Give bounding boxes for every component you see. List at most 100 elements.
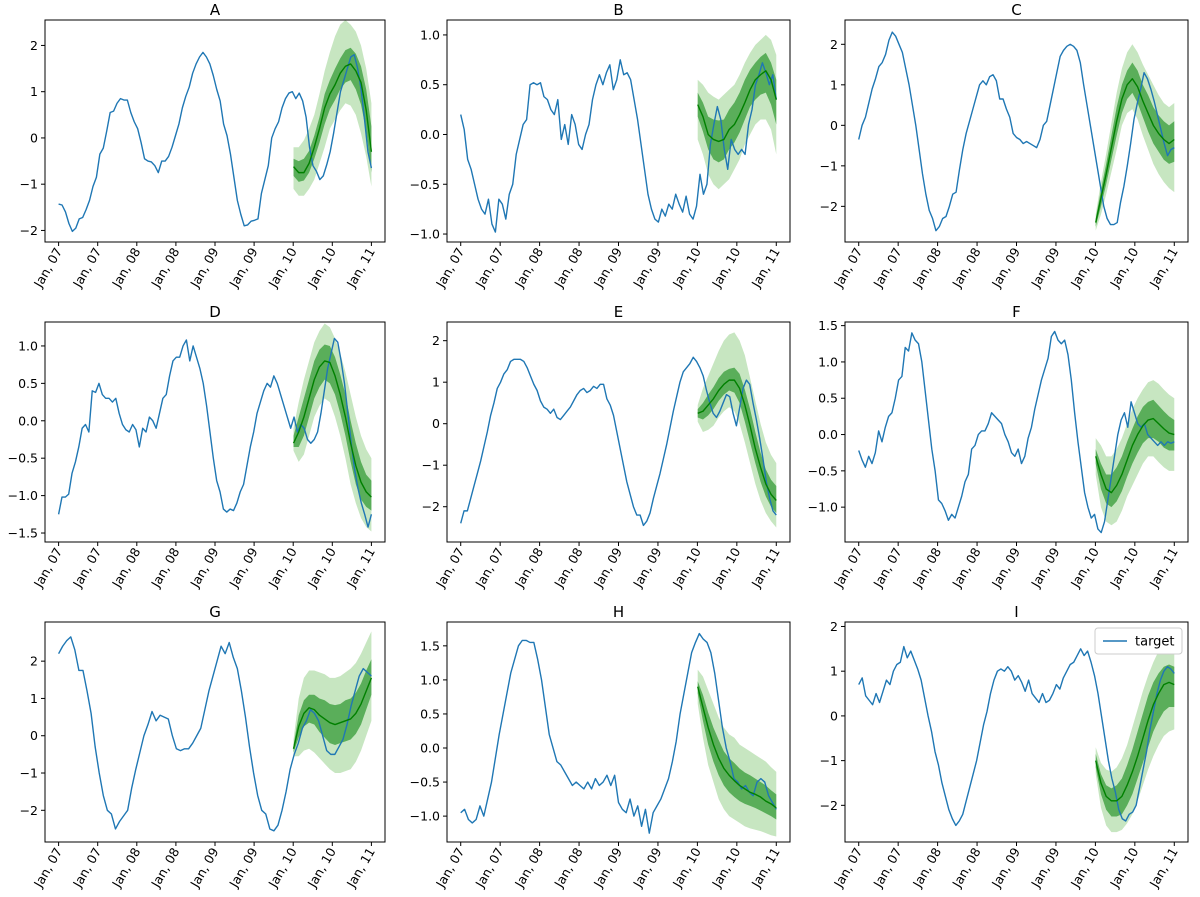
x-tick-label: Jan, 10 xyxy=(1067,845,1102,891)
y-tick-label: 0.0 xyxy=(420,127,440,142)
y-tick-label: 1 xyxy=(30,84,38,99)
y-tick-label: −1 xyxy=(820,158,838,173)
y-tick-label: −0.5 xyxy=(8,451,38,466)
prediction-interval-outer xyxy=(697,332,777,528)
plot-area xyxy=(57,323,373,532)
x-tick-label: Jan, 10 xyxy=(669,545,704,591)
prediction-interval-inner xyxy=(293,659,372,753)
subplot-title: H xyxy=(613,603,624,621)
y-tick-label: 1.0 xyxy=(18,338,38,353)
y-tick-label: −1 xyxy=(820,753,838,768)
x-tick-label: Jan, 11 xyxy=(343,545,378,591)
x-tick-label: Jan, 07 xyxy=(30,545,65,591)
forecast-median-line xyxy=(697,686,777,809)
y-tick-label: −1.0 xyxy=(8,488,38,503)
x-tick-label: Jan, 09 xyxy=(988,245,1023,291)
subplot-title: F xyxy=(1012,303,1021,321)
x-tick-label: Jan, 10 xyxy=(1106,845,1141,891)
subplot-title: E xyxy=(614,303,623,321)
forecast-median-line xyxy=(292,677,373,749)
x-tick-label: Jan, 08 xyxy=(511,245,546,291)
x-tick-label: Jan, 10 xyxy=(708,245,743,291)
x-tick-label: Jan, 09 xyxy=(988,845,1023,891)
y-tick-label: −0.5 xyxy=(410,177,440,192)
y-tick-label: 0.0 xyxy=(818,427,838,442)
forecast-median-line xyxy=(1095,681,1175,802)
plot-area xyxy=(858,330,1175,534)
y-tick-label: 0 xyxy=(830,708,838,723)
y-tick-label: 1 xyxy=(830,77,838,92)
forecast-median-line xyxy=(1095,417,1175,494)
x-tick-label: Jan, 08 xyxy=(108,245,143,291)
x-tick-label: Jan, 08 xyxy=(551,845,586,891)
y-tick-label: 0.0 xyxy=(420,741,440,756)
plot-area xyxy=(460,332,777,528)
x-tick-label: Jan, 09 xyxy=(988,545,1023,591)
y-tick-label: −1 xyxy=(20,177,38,192)
y-tick-label: 2 xyxy=(830,619,838,634)
x-tick-label: Jan, 10 xyxy=(304,845,339,891)
prediction-interval-inner xyxy=(1095,62,1175,227)
y-tick-label: −1.0 xyxy=(410,227,440,242)
target-line xyxy=(460,632,777,834)
y-tick-label: −1.0 xyxy=(808,500,838,515)
plot-area xyxy=(57,631,373,832)
x-tick-label: Jan, 08 xyxy=(949,845,984,891)
x-tick-label: Jan, 08 xyxy=(108,845,143,891)
prediction-interval-inner xyxy=(697,367,777,513)
x-tick-label: Jan, 07 xyxy=(870,545,905,591)
y-tick-label: 0.5 xyxy=(420,77,440,92)
x-tick-label: Jan, 10 xyxy=(1106,245,1141,291)
y-tick-label: 1 xyxy=(30,691,38,706)
x-tick-label: Jan, 08 xyxy=(551,545,586,591)
forecast-median-line xyxy=(292,360,372,498)
target-line xyxy=(858,31,1175,232)
y-tick-label: −2 xyxy=(820,798,838,813)
x-tick-label: Jan, 09 xyxy=(187,845,222,891)
x-tick-label: Jan, 08 xyxy=(511,845,546,891)
x-tick-label: Jan, 07 xyxy=(69,845,104,891)
y-tick-label: −0.5 xyxy=(410,775,440,790)
x-tick-label: Jan, 07 xyxy=(432,845,467,891)
y-tick-label: −2 xyxy=(20,803,38,818)
x-tick-label: Jan, 10 xyxy=(708,545,743,591)
x-tick-label: Jan, 07 xyxy=(830,845,865,891)
y-tick-label: 2 xyxy=(30,654,38,669)
subplot-title: A xyxy=(210,1,221,19)
x-tick-label: Jan, 10 xyxy=(1067,545,1102,591)
x-tick-label: Jan, 07 xyxy=(830,545,865,591)
y-tick-label: 2 xyxy=(30,38,38,53)
x-tick-label: Jan, 09 xyxy=(629,845,664,891)
x-tick-label: Jan, 11 xyxy=(748,845,783,891)
y-tick-label: 0 xyxy=(432,416,440,431)
x-tick-label: Jan, 10 xyxy=(669,845,704,891)
x-tick-label: Jan, 11 xyxy=(748,545,783,591)
y-tick-label: 0 xyxy=(30,728,38,743)
y-tick-label: −2 xyxy=(820,199,838,214)
target-line xyxy=(57,337,373,528)
x-tick-label: Jan, 08 xyxy=(949,545,984,591)
x-tick-label: Jan, 08 xyxy=(147,545,182,591)
subplot-title: I xyxy=(1014,603,1018,621)
x-tick-label: Jan, 09 xyxy=(1027,545,1062,591)
x-tick-label: Jan, 09 xyxy=(629,245,664,291)
forecast-median-line xyxy=(292,63,373,174)
x-tick-label: Jan, 09 xyxy=(187,245,222,291)
x-tick-label: Jan, 07 xyxy=(432,245,467,291)
x-tick-label: Jan, 08 xyxy=(147,245,182,291)
subplot-title: C xyxy=(1011,1,1021,19)
x-tick-label: Jan, 10 xyxy=(1067,245,1102,291)
y-tick-label: 1.5 xyxy=(818,318,838,333)
x-tick-label: Jan, 10 xyxy=(669,245,704,291)
y-tick-label: −1.0 xyxy=(410,809,440,824)
x-tick-label: Jan, 10 xyxy=(265,245,300,291)
x-tick-label: Jan, 08 xyxy=(551,245,586,291)
x-tick-label: Jan, 09 xyxy=(226,845,261,891)
x-tick-label: Jan, 11 xyxy=(1146,245,1181,291)
x-tick-label: Jan, 07 xyxy=(472,245,507,291)
x-tick-label: Jan, 11 xyxy=(343,845,378,891)
